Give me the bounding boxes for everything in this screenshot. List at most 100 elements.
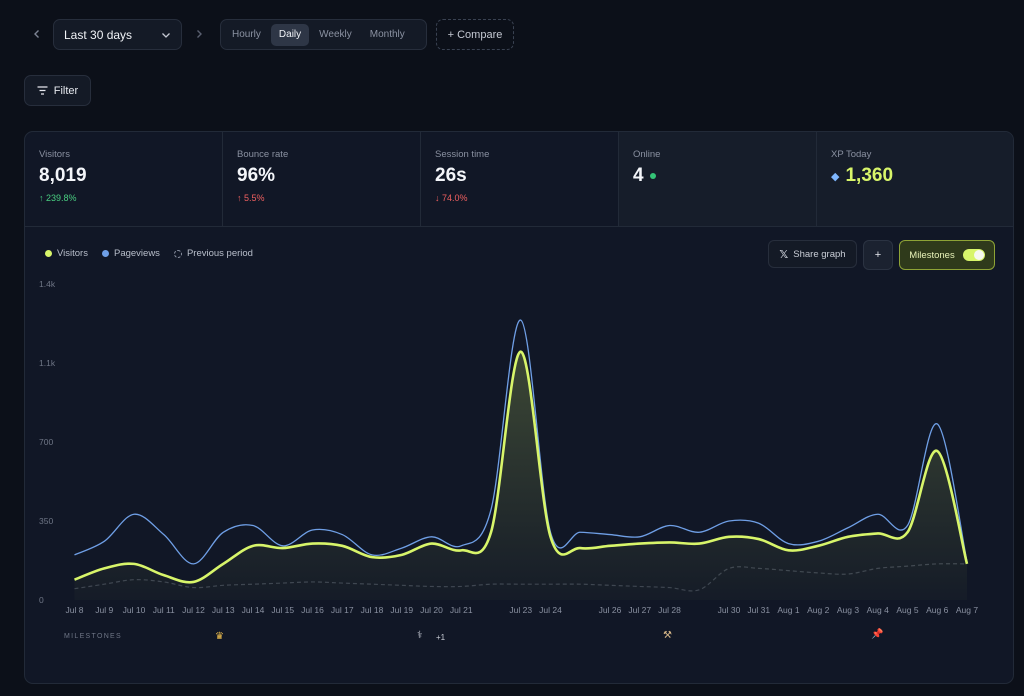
chevron-right-icon xyxy=(197,30,202,38)
share-graph-button[interactable]: 𝕏 Share graph xyxy=(768,240,857,268)
x-tick-label: Jul 30 xyxy=(718,605,741,615)
pin-icon[interactable]: 📌 xyxy=(871,629,884,640)
next-period-button[interactable] xyxy=(190,25,208,43)
pageviews-line xyxy=(74,319,968,565)
granularity-switch: Hourly Daily Weekly Monthly xyxy=(220,19,427,50)
tab-weekly[interactable]: Weekly xyxy=(319,28,352,40)
milestones-toggle-switch[interactable] xyxy=(962,249,985,261)
x-tick-label: Jul 20 xyxy=(420,605,443,615)
x-tick-label: Jul 28 xyxy=(658,605,681,615)
stat-value: 96% xyxy=(237,165,420,187)
date-range-select[interactable]: Last 30 days xyxy=(53,19,182,50)
x-tick-label: Jul 21 xyxy=(450,605,473,615)
filter-icon xyxy=(37,86,48,95)
y-tick-label: 1.1k xyxy=(39,358,56,368)
milestone-extra-count[interactable]: +1 xyxy=(436,633,446,642)
traffic-chart: 0 350 700 1.1k 1.4k Jul 8 Jul 9 Jul 10 Jul 11 Ju… xyxy=(39,279,978,615)
date-range-label: Last 30 days xyxy=(64,27,133,42)
stethoscope-icon[interactable]: ⚕ xyxy=(417,630,423,641)
visitors-line xyxy=(74,350,969,584)
tab-daily[interactable]: Daily xyxy=(270,23,310,46)
stat-label: Online xyxy=(633,149,661,160)
stat-value: ◆ 1,360 xyxy=(831,165,1013,187)
stats-row: Visitors 8,019 ↑ 239.8% Bounce rate 96% … xyxy=(25,132,1013,227)
y-tick-label: 1.4k xyxy=(39,279,56,289)
stat-xp-today[interactable]: XP Today ◆ 1,360 xyxy=(817,132,1013,226)
stat-session-time[interactable]: Session time 26s ↓ 74.0% xyxy=(421,132,619,226)
legend-swatch xyxy=(101,250,109,257)
stat-value: 4 xyxy=(633,165,816,187)
x-tick-label: Jul 24 xyxy=(539,605,562,615)
tab-hourly[interactable]: Hourly xyxy=(232,28,261,40)
stat-label: Visitors xyxy=(39,149,70,160)
x-tick-label: Jul 15 xyxy=(271,605,294,615)
visitors-area xyxy=(74,351,967,600)
add-milestone-button[interactable]: + xyxy=(863,240,893,270)
stat-change: ↑ 239.8% xyxy=(39,193,77,203)
x-tick-label: Jul 10 xyxy=(123,605,146,615)
legend-swatch xyxy=(173,249,182,258)
x-tick-label: Jul 8 xyxy=(66,605,84,615)
stat-value-text: 8,019 xyxy=(39,165,87,186)
legend-previous-period[interactable]: Previous period xyxy=(173,248,253,259)
stat-visitors[interactable]: Visitors 8,019 ↑ 239.8% xyxy=(25,132,223,226)
analytics-card: Visitors 8,019 ↑ 239.8% Bounce rate 96% … xyxy=(24,131,1014,684)
legend-label: Previous period xyxy=(186,248,253,259)
x-tick-label: Jul 16 xyxy=(301,605,324,615)
x-tick-label: Jul 31 xyxy=(747,605,770,615)
stat-change: ↑ 5.5% xyxy=(237,193,265,203)
x-tick-label: Aug 3 xyxy=(837,605,859,615)
x-tick-label: Jul 14 xyxy=(242,605,265,615)
legend-visitors[interactable]: Visitors xyxy=(45,248,88,259)
stat-label: Bounce rate xyxy=(237,149,289,160)
x-tick-label: Jul 12 xyxy=(182,605,205,615)
chevron-left-icon xyxy=(34,30,39,38)
x-tick-label: Aug 4 xyxy=(867,605,889,615)
x-tick-label: Jul 11 xyxy=(153,605,175,615)
prev-period-button[interactable] xyxy=(28,25,46,43)
x-tick-label: Aug 6 xyxy=(926,605,948,615)
stat-bounce-rate[interactable]: Bounce rate 96% ↑ 5.5% xyxy=(223,132,421,226)
x-tick-label: Jul 17 xyxy=(331,605,354,615)
online-status-dot xyxy=(649,173,656,179)
compare-button[interactable]: + Compare xyxy=(436,19,514,50)
milestones-toggle-button[interactable]: Milestones xyxy=(899,240,995,270)
hammer-icon[interactable]: ⚒ xyxy=(663,630,672,641)
stat-change: ↓ 74.0% xyxy=(435,193,468,203)
stat-value-text: 26s xyxy=(435,165,467,186)
stat-value-text: 4 xyxy=(633,165,644,186)
x-tick-label: Aug 7 xyxy=(956,605,978,615)
stat-value: 26s xyxy=(435,165,618,187)
stat-label: XP Today xyxy=(831,149,872,160)
filter-label: Filter xyxy=(53,84,79,97)
x-tick-label: Jul 13 xyxy=(212,605,235,615)
stat-value: 8,019 xyxy=(39,165,222,187)
share-label: Share graph xyxy=(793,248,846,260)
x-logo-icon: 𝕏 xyxy=(779,248,789,261)
milestones-label: Milestones xyxy=(909,249,955,261)
stat-label: Session time xyxy=(435,149,490,160)
stat-value-text: 1,360 xyxy=(845,165,894,186)
legend-swatch xyxy=(45,250,52,257)
chevron-down-icon xyxy=(162,32,170,38)
legend-label: Pageviews xyxy=(113,248,160,259)
chart-legend: Visitors Pageviews Previous period xyxy=(45,248,253,259)
milestones-row-label: MILESTONES xyxy=(64,633,122,640)
x-tick-label: Jul 26 xyxy=(599,605,622,615)
x-tick-label: Aug 1 xyxy=(777,605,799,615)
filter-button[interactable]: Filter xyxy=(24,75,91,106)
gem-icon: ◆ xyxy=(831,170,840,183)
x-tick-label: Jul 27 xyxy=(628,605,651,615)
y-tick-label: 0 xyxy=(39,595,44,605)
stat-online[interactable]: Online 4 xyxy=(619,132,817,226)
x-tick-label: Jul 19 xyxy=(390,605,413,615)
x-tick-label: Aug 5 xyxy=(896,605,918,615)
trophy-icon[interactable]: ♛ xyxy=(215,631,224,642)
tab-monthly[interactable]: Monthly xyxy=(369,28,405,40)
legend-pageviews[interactable]: Pageviews xyxy=(101,248,160,259)
x-tick-label: Jul 9 xyxy=(95,605,113,615)
x-tick-label: Jul 18 xyxy=(361,605,384,615)
y-tick-label: 700 xyxy=(39,437,53,447)
stat-value-text: 96% xyxy=(237,165,276,186)
legend-label: Visitors xyxy=(57,248,88,259)
